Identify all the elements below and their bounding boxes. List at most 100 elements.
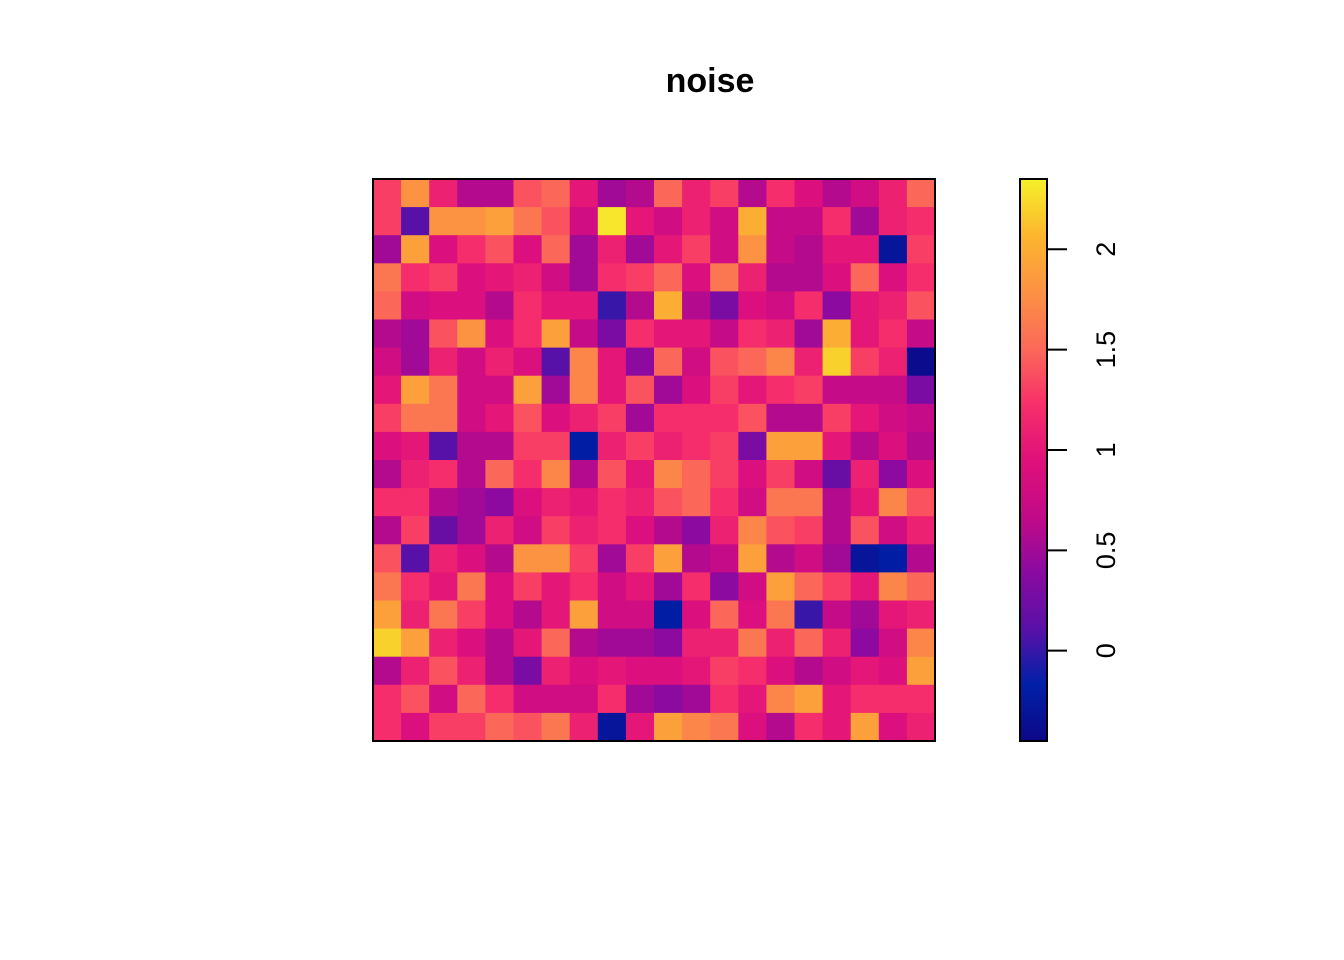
heatmap-cell (429, 403, 458, 433)
heatmap-cell (625, 235, 655, 264)
heatmap-cell (766, 403, 796, 433)
heatmap-cell (654, 235, 683, 264)
heatmap-cell (794, 263, 824, 292)
heatmap-cell (401, 684, 430, 714)
heatmap-cell (738, 431, 767, 461)
heatmap-cell (822, 375, 852, 405)
heatmap-cell (625, 291, 655, 321)
heatmap-cell (401, 291, 430, 321)
heatmap-cell (513, 347, 543, 377)
heatmap-cell (541, 628, 571, 658)
heatmap-cell (485, 263, 515, 292)
heatmap-cell (429, 347, 458, 377)
heatmap-cell (485, 656, 515, 686)
heatmap-cell (541, 516, 571, 545)
heatmap-cell (569, 207, 599, 236)
heatmap-cell (429, 319, 458, 349)
heatmap-cell (429, 431, 458, 461)
heatmap-cell (597, 347, 627, 377)
heatmap-cell (682, 488, 711, 517)
heatmap-cell (541, 712, 571, 742)
heatmap-cell (513, 488, 543, 517)
heatmap-cell (710, 263, 739, 292)
heatmap-cell (429, 628, 458, 658)
heatmap-cell (822, 179, 852, 208)
heatmap-cell (625, 656, 655, 686)
heatmap-cell (485, 684, 515, 714)
heatmap-cell (878, 207, 908, 236)
heatmap-cell (710, 431, 739, 461)
colorbar-tick-label: 1.5 (1091, 331, 1121, 369)
heatmap-cell (906, 291, 936, 321)
heatmap-cell (401, 516, 430, 545)
heatmap-cell (766, 291, 796, 321)
heatmap-cell (766, 207, 796, 236)
heatmap-cell (906, 656, 936, 686)
heatmap-cell (541, 179, 571, 208)
heatmap-cell (654, 628, 683, 658)
heatmap-cell (822, 431, 852, 461)
heatmap-cell (401, 207, 430, 236)
heatmap-cell (625, 375, 655, 405)
heatmap-cell (429, 179, 458, 208)
heatmap-cell (485, 319, 515, 349)
heatmap-cell (485, 460, 515, 489)
heatmap-cell (513, 291, 543, 321)
heatmap-cell (710, 712, 739, 742)
heatmap-cell (738, 263, 767, 292)
heatmap-cell (682, 460, 711, 489)
heatmap-cell (401, 403, 430, 433)
heatmap-cell (878, 319, 908, 349)
heatmap-cell (878, 684, 908, 714)
heatmap-cell (878, 375, 908, 405)
heatmap-cell (429, 291, 458, 321)
heatmap-cell (457, 263, 486, 292)
heatmap-cell (738, 488, 767, 517)
heatmap-cell (822, 516, 852, 545)
heatmap-cell (850, 319, 880, 349)
heatmap-cell (766, 628, 796, 658)
heatmap-cell (569, 656, 599, 686)
heatmap-cell (485, 431, 515, 461)
heatmap-cell (710, 347, 739, 377)
heatmap-cell (373, 403, 402, 433)
heatmap-cell (822, 712, 852, 742)
heatmap-cell (429, 460, 458, 489)
heatmap-cells (373, 179, 936, 742)
heatmap-cell (401, 488, 430, 517)
heatmap-cell (654, 712, 683, 742)
heatmap-cell (766, 431, 796, 461)
heatmap-cell (625, 600, 655, 630)
heatmap-cell (794, 488, 824, 517)
heatmap-cell (373, 460, 402, 489)
heatmap-cell (710, 403, 739, 433)
heatmap-cell (513, 207, 543, 236)
heatmap-cell (597, 460, 627, 489)
heatmap-cell (682, 628, 711, 658)
heatmap-cell (625, 628, 655, 658)
heatmap-cell (850, 572, 880, 602)
heatmap-cell (850, 460, 880, 489)
heatmap-cell (878, 431, 908, 461)
heatmap-cell (906, 263, 936, 292)
heatmap-cell (569, 375, 599, 405)
heatmap-cell (766, 235, 796, 264)
heatmap-cell (401, 319, 430, 349)
heatmap-cell (569, 684, 599, 714)
heatmap-cell (850, 656, 880, 686)
heatmap-cell (654, 488, 683, 517)
heatmap-cell (794, 600, 824, 630)
heatmap-cell (625, 431, 655, 461)
heatmap-cell (429, 656, 458, 686)
heatmap-cell (822, 319, 852, 349)
heatmap-cell (597, 516, 627, 545)
heatmap-cell (738, 712, 767, 742)
heatmap-cell (906, 347, 936, 377)
heatmap-cell (429, 544, 458, 573)
heatmap-cell (878, 712, 908, 742)
heatmap-cell (541, 684, 571, 714)
heatmap-cell (682, 656, 711, 686)
colorbar-tick-label: 1 (1091, 442, 1121, 457)
heatmap-cell (794, 347, 824, 377)
